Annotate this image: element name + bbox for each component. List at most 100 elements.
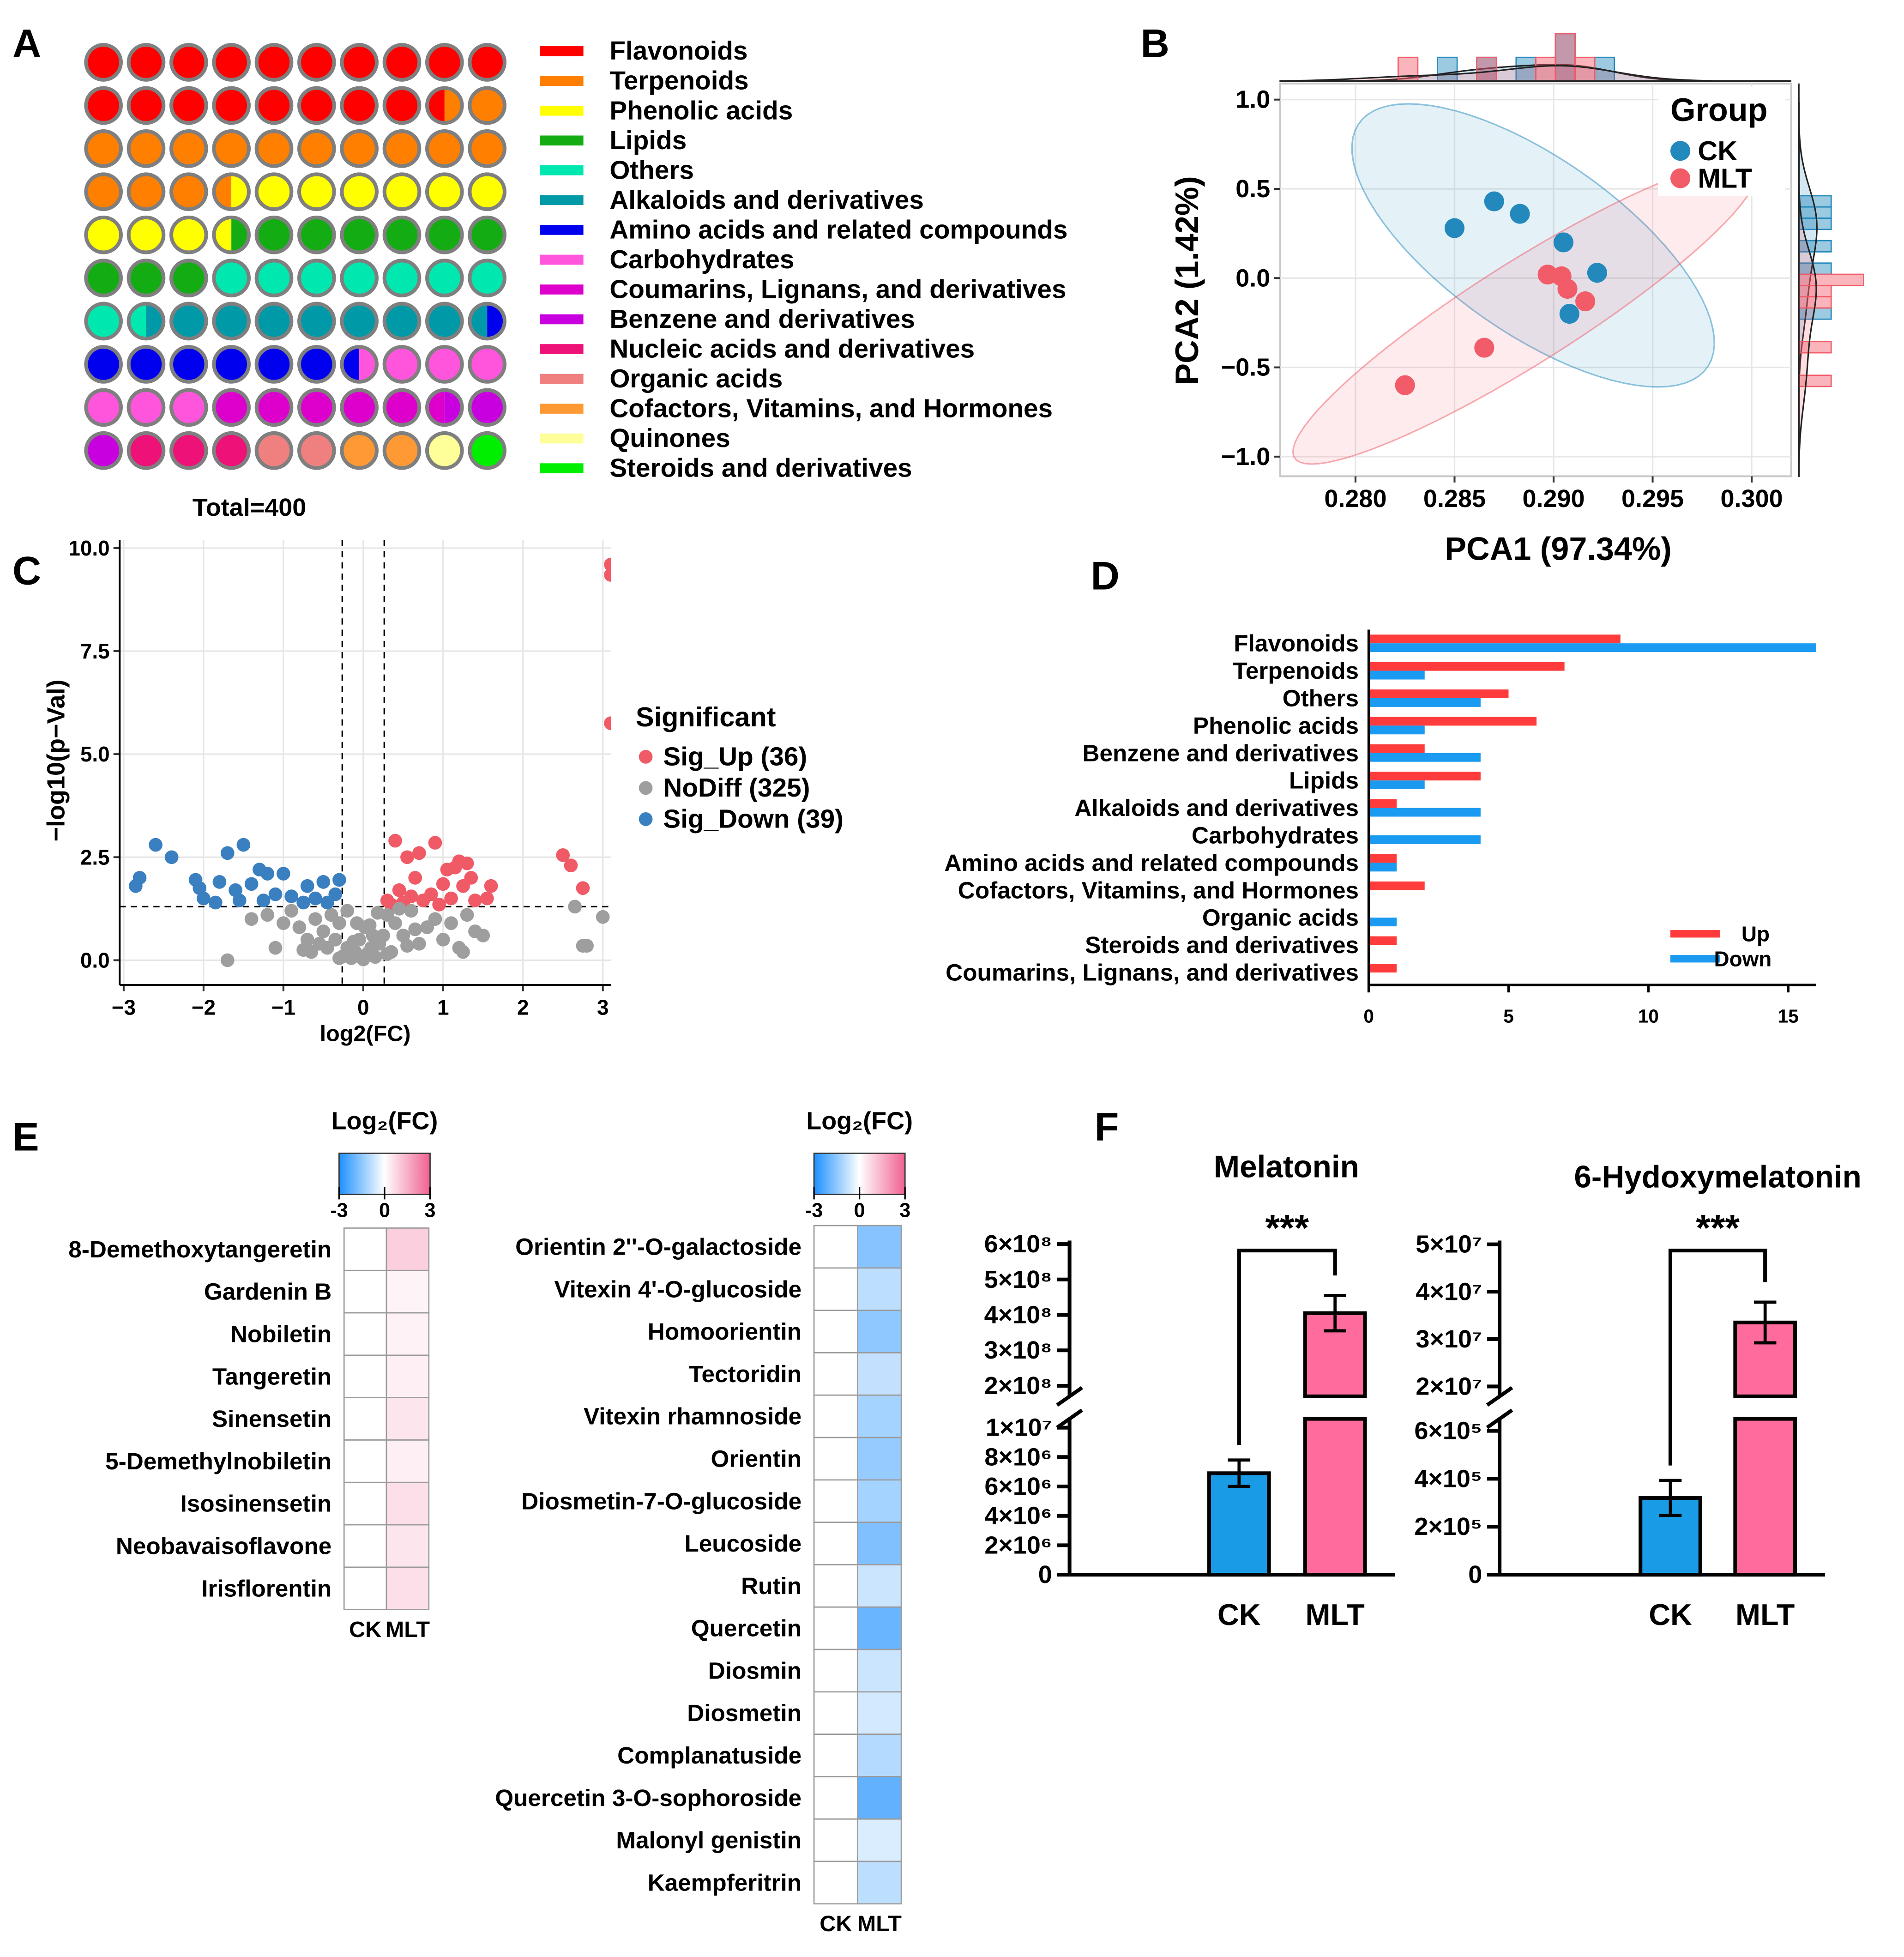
waffle-outline	[340, 345, 379, 384]
waffle-outline	[340, 388, 379, 427]
legend-swatch	[540, 76, 584, 86]
x-tick-label: 0	[357, 996, 369, 1020]
waffle-outline	[254, 345, 294, 384]
heatmap-cell	[857, 1394, 902, 1438]
x-tick-label: CK	[1649, 1598, 1692, 1631]
category-label: Cofactors, Vitamins, and Hormones	[958, 877, 1359, 903]
heatmap-cell	[857, 1649, 902, 1693]
waffle-outline	[84, 86, 123, 125]
colorbar-tick-label: 0	[379, 1200, 390, 1222]
waffle-outline	[169, 388, 208, 427]
waffle-outline	[468, 43, 507, 82]
waffle-outline	[425, 302, 464, 341]
heatmap-cell	[857, 1860, 902, 1905]
waffle-outline	[212, 345, 251, 384]
axis-break	[1486, 1408, 1513, 1429]
point	[456, 945, 470, 959]
waffle-outline	[169, 302, 208, 341]
y-tick-label: 6×10⁸	[984, 1230, 1052, 1258]
x-tick-label: 0.280	[1324, 485, 1386, 513]
y-axis-title: PCA2 (1.42%)	[1169, 176, 1205, 385]
waffle-outline	[169, 431, 208, 470]
y-tick-label: 3×10⁸	[984, 1336, 1052, 1364]
heatmap-cell	[343, 1481, 387, 1526]
x-tick-label: 0.295	[1621, 485, 1684, 513]
waffle-outline	[84, 129, 123, 168]
heatmap-cell	[813, 1606, 858, 1650]
row-label: Complanatuside	[617, 1742, 801, 1769]
point	[276, 867, 290, 881]
heatmap-cell	[857, 1267, 902, 1311]
legend-label: Down	[1714, 947, 1771, 971]
y-tick-label: 2×10⁶	[984, 1531, 1052, 1559]
heatmap-cell	[386, 1481, 430, 1526]
legend-marker	[639, 781, 653, 795]
waffle-outline	[382, 86, 422, 125]
waffle-outline	[425, 388, 464, 427]
legend-swatch	[540, 314, 584, 325]
point	[276, 916, 290, 930]
colorbar-tick-label: 0	[854, 1200, 865, 1222]
heatmap-cell	[386, 1227, 430, 1271]
heatmap-cell	[813, 1479, 858, 1523]
waffle-outline	[84, 172, 123, 211]
heatmap-cell	[343, 1397, 387, 1441]
legend-label: Amino acids and related compounds	[609, 215, 1067, 244]
axis-break	[1056, 1408, 1083, 1429]
legend-label: Up	[1741, 922, 1770, 946]
x-tick-label: CK	[1217, 1598, 1261, 1631]
heatmap-cell	[386, 1439, 430, 1483]
point	[236, 838, 251, 852]
waffle-outline	[468, 129, 507, 168]
marginal-bar	[1555, 33, 1576, 82]
heatmap-cell	[343, 1524, 387, 1568]
point	[268, 887, 283, 901]
legend-marker	[639, 750, 653, 764]
heatmap-cell	[857, 1564, 902, 1608]
waffle-outline	[212, 172, 251, 211]
heatmap-cell	[343, 1566, 387, 1611]
row-label: Vitexin rhamnoside	[584, 1403, 801, 1430]
y-tick-label: 2.5	[80, 845, 110, 869]
point	[1510, 204, 1530, 224]
x-tick-label: −3	[112, 996, 136, 1020]
axis-break	[1056, 1386, 1083, 1407]
row-label: 5-Demethylnobiletin	[105, 1448, 331, 1474]
legend-marker	[639, 812, 653, 826]
waffle-outline	[254, 259, 294, 297]
waffle-outline	[340, 259, 379, 297]
category-label: Alkaloids and derivatives	[1074, 795, 1359, 821]
legend-swatch	[540, 433, 584, 444]
bar	[1368, 744, 1425, 753]
marginal-bar	[1798, 273, 1864, 286]
waffle-outline	[84, 431, 123, 470]
heatmap-cell	[343, 1354, 387, 1399]
heatmap-cell	[857, 1310, 902, 1353]
row-label: Homoorientin	[648, 1318, 801, 1345]
point	[220, 846, 235, 860]
legend-swatch	[540, 135, 584, 146]
legend-swatch	[540, 225, 584, 235]
marginal-bar	[1437, 56, 1458, 82]
waffle-outline	[468, 388, 507, 427]
waffle-outline	[254, 215, 294, 254]
heatmap-cell	[813, 1649, 858, 1693]
point	[296, 895, 310, 910]
colorbar-tick-label: 3	[425, 1200, 436, 1222]
waffle-outline	[297, 345, 336, 384]
y-tick-label: 5×10⁷	[1416, 1231, 1482, 1258]
waffle-outline	[254, 86, 294, 125]
heatmap-cell	[386, 1397, 430, 1441]
waffle-outline	[340, 43, 379, 82]
legend-label: Steroids and derivatives	[609, 454, 912, 483]
waffle-outline	[212, 302, 251, 341]
heatmap-cell	[857, 1352, 902, 1396]
point	[416, 894, 430, 907]
legend-label: Alkaloids and derivatives	[609, 186, 924, 215]
waffle-outline	[127, 129, 166, 168]
point	[371, 906, 385, 920]
bar	[1368, 780, 1425, 790]
significance-label: ***	[1265, 1207, 1309, 1249]
heatmap-cell	[386, 1524, 430, 1568]
waffle-outline	[297, 388, 336, 427]
